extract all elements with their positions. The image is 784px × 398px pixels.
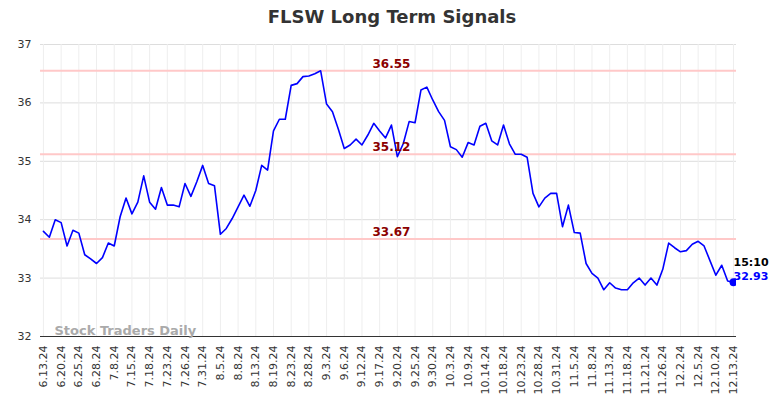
svg-text:Stock Traders Daily: Stock Traders Daily bbox=[55, 323, 197, 338]
svg-text:10.14.24: 10.14.24 bbox=[479, 345, 492, 394]
svg-text:11.8.24: 11.8.24 bbox=[586, 346, 599, 388]
svg-text:7.26.24: 7.26.24 bbox=[179, 346, 192, 388]
svg-text:8.8.24: 8.8.24 bbox=[232, 346, 245, 381]
svg-text:10.9.24: 10.9.24 bbox=[462, 346, 475, 388]
svg-text:12.2.24: 12.2.24 bbox=[674, 346, 687, 388]
svg-text:33: 33 bbox=[18, 272, 32, 285]
svg-text:9.6.24: 9.6.24 bbox=[338, 346, 351, 381]
svg-text:7.18.24: 7.18.24 bbox=[143, 346, 156, 388]
svg-text:7.8.24: 7.8.24 bbox=[108, 346, 121, 381]
svg-text:6.28.24: 6.28.24 bbox=[90, 346, 103, 388]
svg-text:9.30.24: 9.30.24 bbox=[426, 346, 439, 388]
svg-text:9.17.24: 9.17.24 bbox=[373, 346, 386, 388]
svg-text:9.20.24: 9.20.24 bbox=[391, 346, 404, 388]
svg-text:12.10.24: 12.10.24 bbox=[709, 345, 722, 394]
svg-text:33.67: 33.67 bbox=[372, 225, 410, 239]
svg-text:10.18.24: 10.18.24 bbox=[497, 345, 510, 394]
svg-text:15:10: 15:10 bbox=[734, 256, 769, 269]
svg-text:35.12: 35.12 bbox=[372, 140, 410, 154]
svg-text:10.23.24: 10.23.24 bbox=[515, 345, 528, 394]
svg-text:11.5.24: 11.5.24 bbox=[568, 346, 581, 388]
html-text:FLSW Long Term Signals: FLSW Long Term Signals bbox=[267, 6, 517, 27]
svg-text:7.31.24: 7.31.24 bbox=[196, 346, 209, 388]
svg-text:12.13.24: 12.13.24 bbox=[727, 345, 740, 394]
svg-text:10.28.24: 10.28.24 bbox=[532, 345, 545, 394]
svg-text:7.15.24: 7.15.24 bbox=[125, 346, 138, 388]
svg-text:8.28.24: 8.28.24 bbox=[302, 346, 315, 388]
svg-text:36.55: 36.55 bbox=[372, 57, 410, 71]
svg-text:11.13.24: 11.13.24 bbox=[603, 345, 616, 394]
svg-text:35: 35 bbox=[18, 155, 32, 168]
svg-text:37: 37 bbox=[18, 38, 32, 51]
svg-text:32.93: 32.93 bbox=[734, 270, 769, 283]
svg-text:8.5.24: 8.5.24 bbox=[214, 346, 227, 381]
svg-text:10.31.24: 10.31.24 bbox=[550, 345, 563, 394]
svg-text:6.25.24: 6.25.24 bbox=[72, 346, 85, 388]
svg-text:6.13.24: 6.13.24 bbox=[37, 346, 50, 388]
svg-text:9.3.24: 9.3.24 bbox=[320, 346, 333, 381]
svg-text:11.18.24: 11.18.24 bbox=[621, 345, 634, 394]
svg-text:8.23.24: 8.23.24 bbox=[285, 346, 298, 388]
svg-text:8.13.24: 8.13.24 bbox=[249, 346, 262, 388]
svg-text:9.25.24: 9.25.24 bbox=[409, 346, 422, 388]
svg-text:6.20.24: 6.20.24 bbox=[55, 346, 68, 388]
svg-text:8.19.24: 8.19.24 bbox=[267, 346, 280, 388]
svg-text:12.5.24: 12.5.24 bbox=[692, 346, 705, 388]
svg-text:10.3.24: 10.3.24 bbox=[444, 346, 457, 388]
svg-text:34: 34 bbox=[18, 213, 32, 226]
svg-text:11.26.24: 11.26.24 bbox=[656, 345, 669, 394]
svg-text:11.21.24: 11.21.24 bbox=[639, 345, 652, 394]
svg-text:7.23.24: 7.23.24 bbox=[161, 346, 174, 388]
svg-text:9.12.24: 9.12.24 bbox=[355, 346, 368, 388]
svg-text:32: 32 bbox=[18, 330, 32, 343]
svg-text:36: 36 bbox=[18, 96, 32, 109]
